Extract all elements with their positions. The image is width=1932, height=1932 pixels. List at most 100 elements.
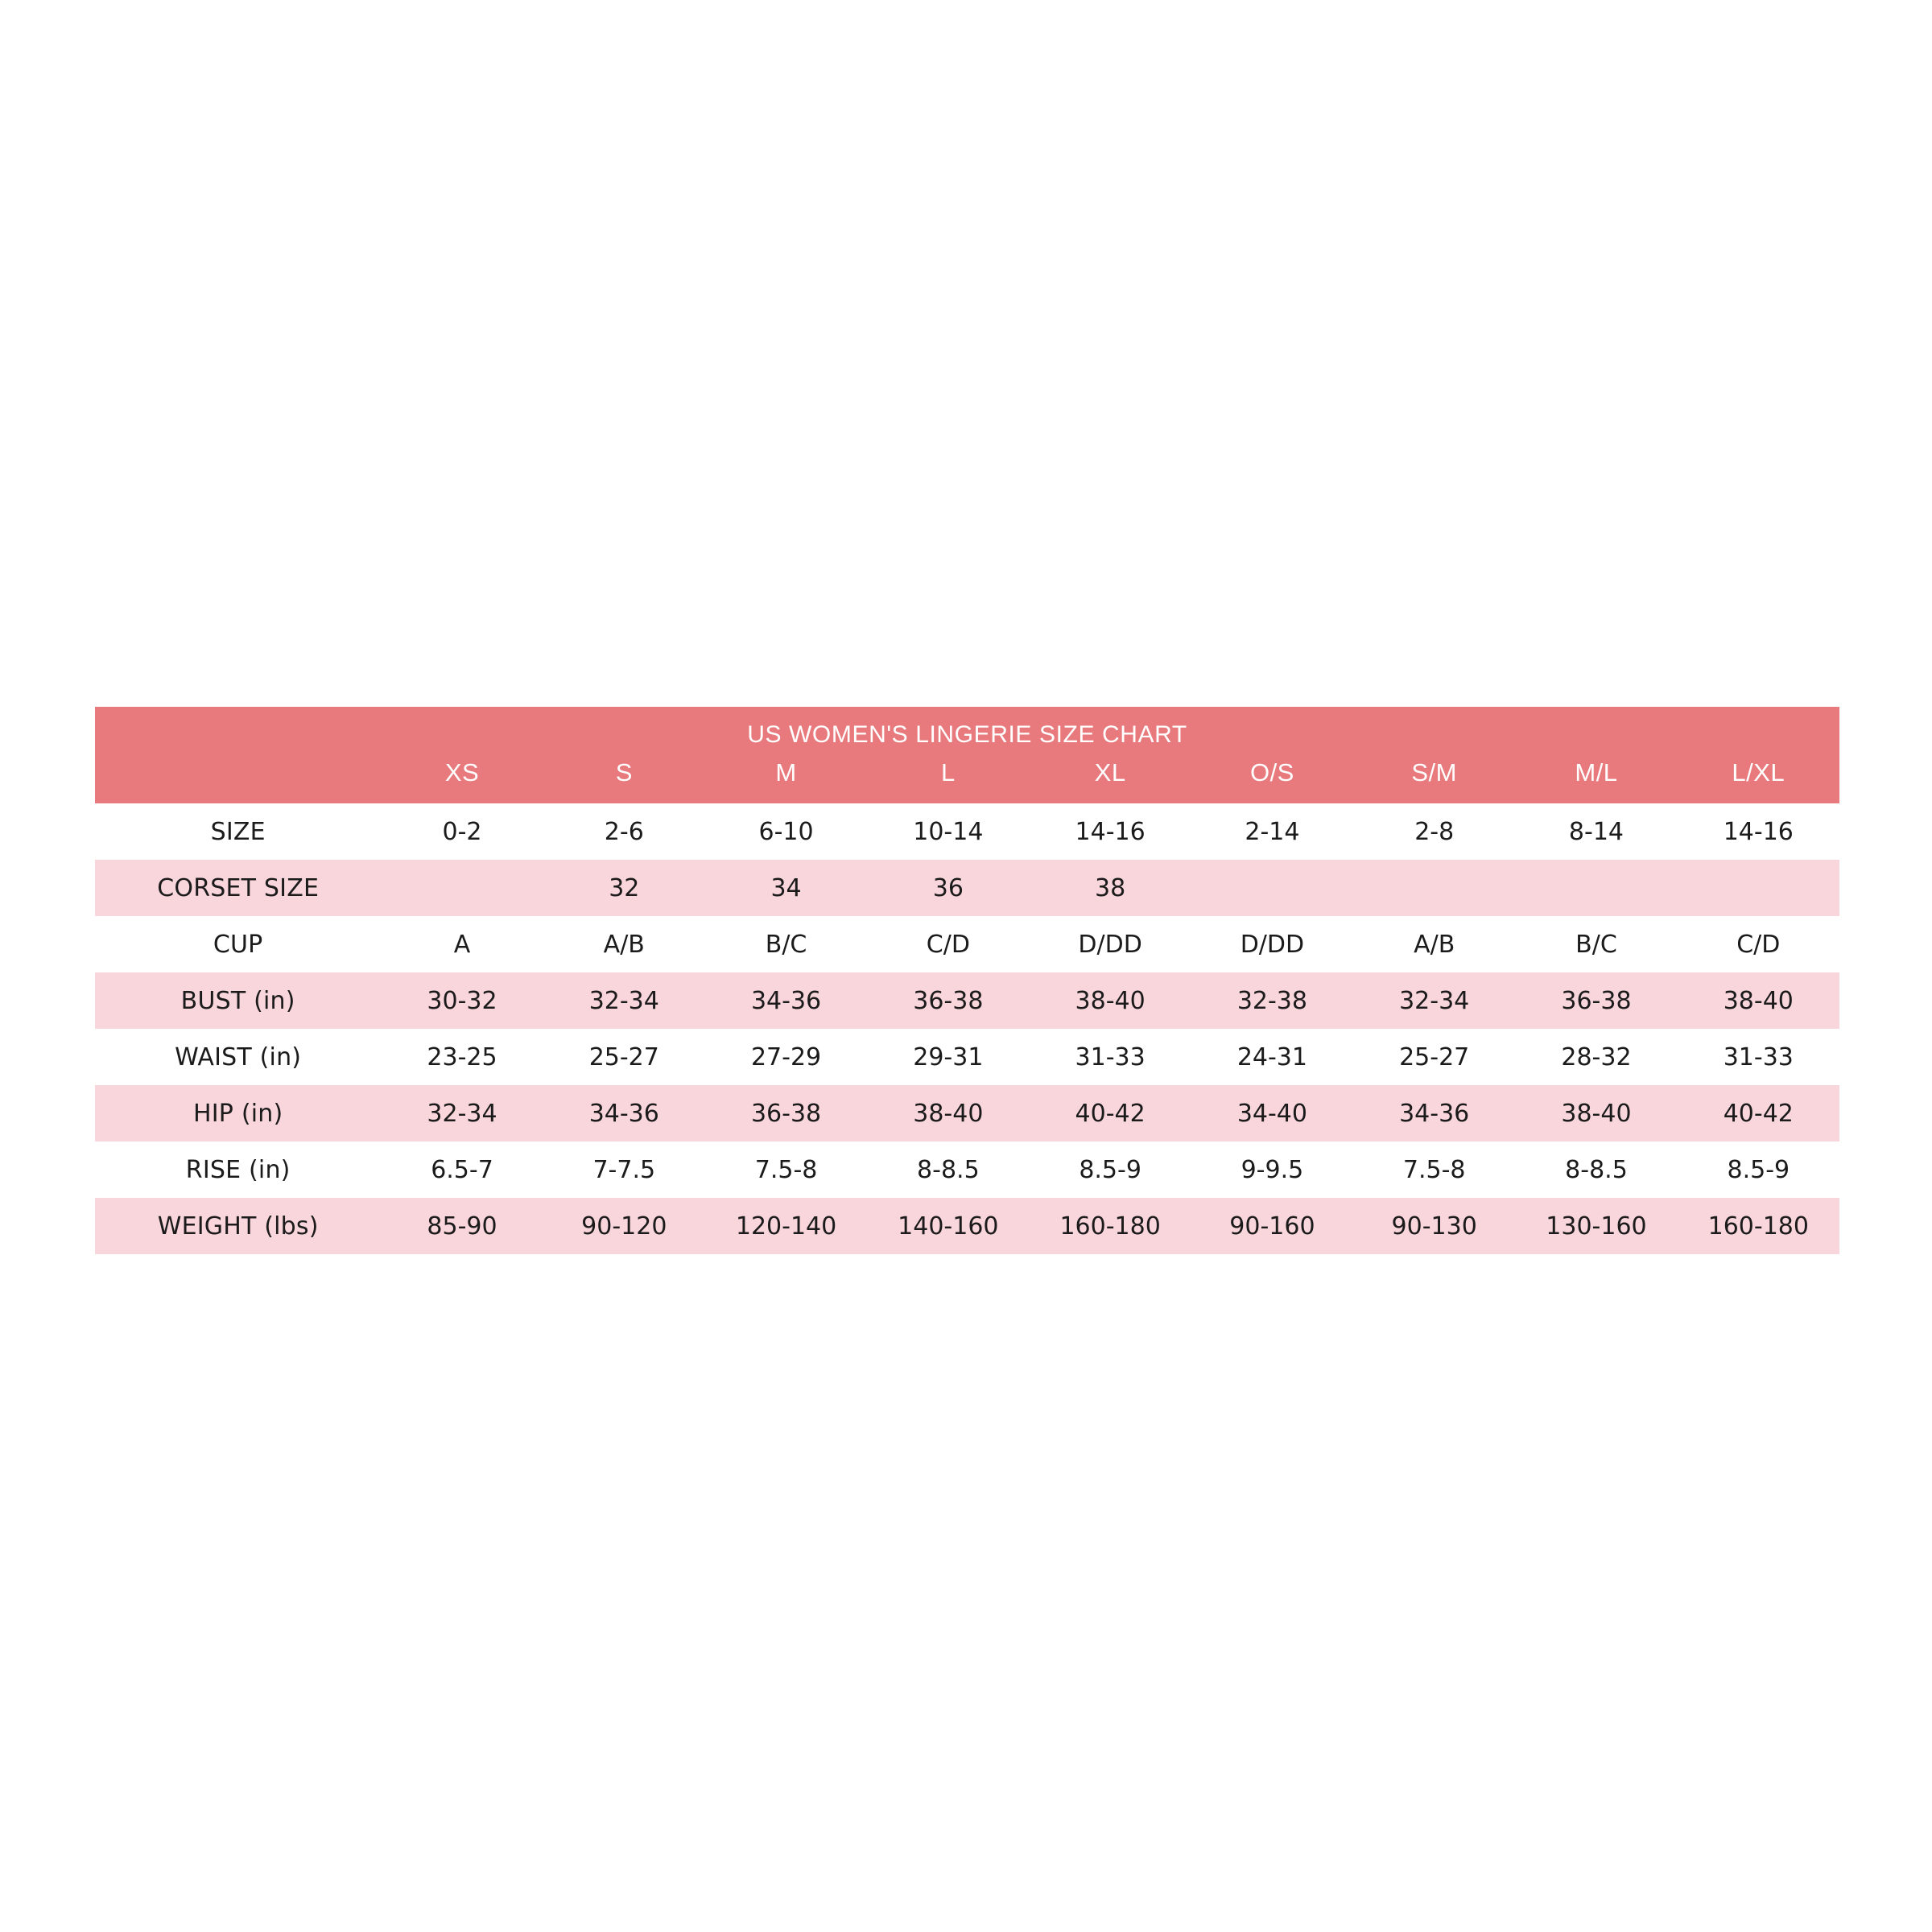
- row-label-hip: HIP (in): [95, 1085, 382, 1141]
- cell-hip-sm: 34-36: [1353, 1085, 1516, 1141]
- cell-bust-os: 32-38: [1191, 972, 1354, 1029]
- cell-hip-os: 34-40: [1191, 1085, 1354, 1141]
- chart-title: US WOMEN'S LINGERIE SIZE CHART: [95, 707, 1839, 755]
- table-row-corset-size: CORSET SIZE 32 34 36 38: [95, 860, 1839, 916]
- cell-bust-xs: 30-32: [381, 972, 543, 1029]
- cell-hip-m: 36-38: [704, 1085, 868, 1141]
- cell-weight-xs: 85-90: [381, 1198, 543, 1254]
- row-label-corset-size: CORSET SIZE: [95, 860, 382, 916]
- cell-waist-lxl: 31-33: [1677, 1029, 1839, 1085]
- column-header-sm: S/M: [1353, 755, 1516, 803]
- table-header: US WOMEN'S LINGERIE SIZE CHART XS S M L …: [95, 707, 1839, 803]
- cell-bust-m: 34-36: [704, 972, 868, 1029]
- size-chart-table: US WOMEN'S LINGERIE SIZE CHART XS S M L …: [95, 707, 1839, 1254]
- row-label-cup: CUP: [95, 916, 382, 972]
- row-label-bust: BUST (in): [95, 972, 382, 1029]
- cell-waist-os: 24-31: [1191, 1029, 1354, 1085]
- cell-cup-m: B/C: [704, 916, 868, 972]
- cell-waist-l: 29-31: [867, 1029, 1030, 1085]
- cell-cup-ml: B/C: [1515, 916, 1678, 972]
- cell-weight-l: 140-160: [867, 1198, 1030, 1254]
- cell-size-l: 10-14: [867, 803, 1030, 860]
- cell-bust-l: 36-38: [867, 972, 1030, 1029]
- cell-hip-s: 34-36: [543, 1085, 705, 1141]
- cell-corset-size-os: [1191, 860, 1354, 916]
- cell-cup-s: A/B: [543, 916, 705, 972]
- cell-waist-xl: 31-33: [1029, 1029, 1191, 1085]
- table-row-waist: WAIST (in) 23-25 25-27 27-29 29-31 31-33…: [95, 1029, 1839, 1085]
- cell-corset-size-lxl: [1677, 860, 1839, 916]
- table-body: SIZE 0-2 2-6 6-10 10-14 14-16 2-14 2-8 8…: [95, 803, 1839, 1254]
- cell-corset-size-m: 34: [704, 860, 868, 916]
- cell-corset-size-xs: [381, 860, 543, 916]
- cell-cup-l: C/D: [867, 916, 1030, 972]
- cell-rise-lxl: 8.5-9: [1677, 1141, 1839, 1198]
- cell-size-s: 2-6: [543, 803, 705, 860]
- table-row-rise: RISE (in) 6.5-7 7-7.5 7.5-8 8-8.5 8.5-9 …: [95, 1141, 1839, 1198]
- cell-hip-xs: 32-34: [381, 1085, 543, 1141]
- row-label-waist: WAIST (in): [95, 1029, 382, 1085]
- cell-hip-lxl: 40-42: [1677, 1085, 1839, 1141]
- title-row: US WOMEN'S LINGERIE SIZE CHART: [95, 707, 1839, 755]
- table-corner-cell: [95, 755, 382, 803]
- table-row-cup: CUP A A/B B/C C/D D/DD D/DD A/B B/C C/D: [95, 916, 1839, 972]
- cell-waist-m: 27-29: [704, 1029, 868, 1085]
- cell-rise-xl: 8.5-9: [1029, 1141, 1191, 1198]
- column-header-os: O/S: [1191, 755, 1354, 803]
- cell-rise-xs: 6.5-7: [381, 1141, 543, 1198]
- column-header-l: L: [867, 755, 1030, 803]
- cell-size-os: 2-14: [1191, 803, 1354, 860]
- column-header-xl: XL: [1029, 755, 1191, 803]
- cell-weight-os: 90-160: [1191, 1198, 1354, 1254]
- cell-weight-s: 90-120: [543, 1198, 705, 1254]
- row-label-rise: RISE (in): [95, 1141, 382, 1198]
- cell-bust-sm: 32-34: [1353, 972, 1516, 1029]
- table-row-hip: HIP (in) 32-34 34-36 36-38 38-40 40-42 3…: [95, 1085, 1839, 1141]
- column-header-ml: M/L: [1515, 755, 1678, 803]
- cell-size-xs: 0-2: [381, 803, 543, 860]
- cell-rise-m: 7.5-8: [704, 1141, 868, 1198]
- cell-waist-sm: 25-27: [1353, 1029, 1516, 1085]
- cell-weight-lxl: 160-180: [1677, 1198, 1839, 1254]
- cell-size-m: 6-10: [704, 803, 868, 860]
- cell-size-ml: 8-14: [1515, 803, 1678, 860]
- column-header-xs: XS: [381, 755, 543, 803]
- cell-rise-sm: 7.5-8: [1353, 1141, 1516, 1198]
- cell-bust-s: 32-34: [543, 972, 705, 1029]
- cell-hip-xl: 40-42: [1029, 1085, 1191, 1141]
- cell-hip-l: 38-40: [867, 1085, 1030, 1141]
- cell-weight-m: 120-140: [704, 1198, 868, 1254]
- cell-bust-ml: 36-38: [1515, 972, 1678, 1029]
- table-row-bust: BUST (in) 30-32 32-34 34-36 36-38 38-40 …: [95, 972, 1839, 1029]
- row-label-size: SIZE: [95, 803, 382, 860]
- table-row-weight: WEIGHT (lbs) 85-90 90-120 120-140 140-16…: [95, 1198, 1839, 1254]
- cell-rise-l: 8-8.5: [867, 1141, 1030, 1198]
- cell-cup-os: D/DD: [1191, 916, 1354, 972]
- cell-size-lxl: 14-16: [1677, 803, 1839, 860]
- cell-weight-xl: 160-180: [1029, 1198, 1191, 1254]
- cell-rise-os: 9-9.5: [1191, 1141, 1354, 1198]
- cell-hip-ml: 38-40: [1515, 1085, 1678, 1141]
- cell-corset-size-xl: 38: [1029, 860, 1191, 916]
- cell-corset-size-l: 36: [867, 860, 1030, 916]
- column-header-s: S: [543, 755, 705, 803]
- cell-rise-s: 7-7.5: [543, 1141, 705, 1198]
- cell-weight-ml: 130-160: [1515, 1198, 1678, 1254]
- cell-waist-ml: 28-32: [1515, 1029, 1678, 1085]
- column-header-row: XS S M L XL O/S S/M M/L L/XL: [95, 755, 1839, 803]
- cell-corset-size-sm: [1353, 860, 1516, 916]
- cell-size-sm: 2-8: [1353, 803, 1516, 860]
- cell-size-xl: 14-16: [1029, 803, 1191, 860]
- cell-weight-sm: 90-130: [1353, 1198, 1516, 1254]
- cell-waist-s: 25-27: [543, 1029, 705, 1085]
- table-row-size: SIZE 0-2 2-6 6-10 10-14 14-16 2-14 2-8 8…: [95, 803, 1839, 860]
- cell-corset-size-ml: [1515, 860, 1678, 916]
- column-header-m: M: [704, 755, 868, 803]
- size-chart: US WOMEN'S LINGERIE SIZE CHART XS S M L …: [95, 707, 1839, 1254]
- cell-rise-ml: 8-8.5: [1515, 1141, 1678, 1198]
- row-label-weight: WEIGHT (lbs): [95, 1198, 382, 1254]
- column-header-lxl: L/XL: [1677, 755, 1839, 803]
- cell-bust-lxl: 38-40: [1677, 972, 1839, 1029]
- cell-corset-size-s: 32: [543, 860, 705, 916]
